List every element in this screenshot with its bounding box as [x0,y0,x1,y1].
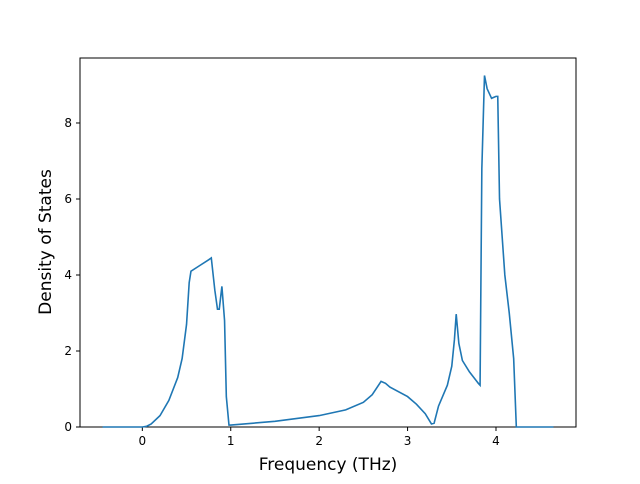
y-axis-label: Density of States [36,169,56,315]
y-tick-label: 6 [64,192,72,206]
plot-frame [79,57,577,428]
y-tick-label: 8 [64,116,72,130]
x-tick-label: 2 [315,434,323,448]
y-tick-label: 2 [64,344,72,358]
x-axis-label: Frequency (THz) [259,455,398,475]
x-tick-label: 3 [404,434,412,448]
y-tick-label: 0 [64,420,72,434]
x-tick-label: 4 [492,434,500,448]
y-tick-label: 4 [64,268,72,282]
line-series [102,75,554,428]
x-tick-label: 1 [227,434,235,448]
x-tick-label: 0 [139,434,147,448]
